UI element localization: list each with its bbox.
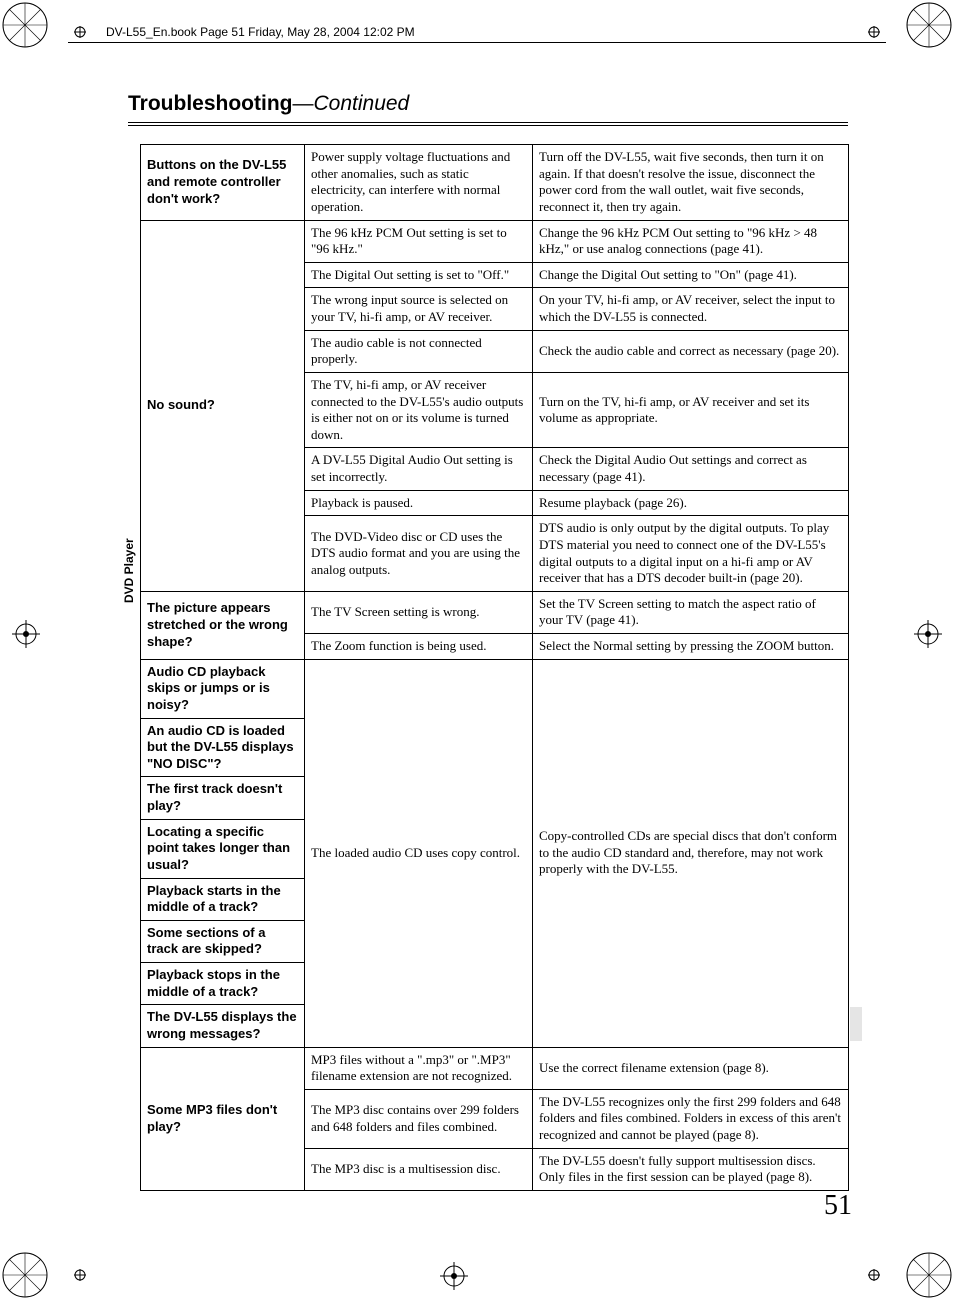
thumb-tab [850,1007,862,1041]
table-row: Some MP3 files don't play?MP3 files with… [141,1047,849,1089]
cause-cell: The Digital Out setting is set to "Off." [305,262,533,288]
page-number: 51 [824,1190,852,1222]
cause-cell: The DVD-Video disc or CD uses the DTS au… [305,516,533,592]
crop-mark-icon [904,0,954,50]
symptom-cell: No sound? [141,220,305,591]
cause-cell: The TV, hi-fi amp, or AV receiver connec… [305,372,533,448]
registration-mark-icon [74,25,86,37]
content-area: Troubleshooting—Continued Buttons on the… [128,92,848,1191]
registration-mark-icon [914,620,942,648]
remedy-cell: Resume playback (page 26). [533,490,849,516]
remedy-cell: Use the correct filename extension (page… [533,1047,849,1089]
registration-mark-icon [868,1268,880,1280]
page-title: Troubleshooting—Continued [128,92,848,122]
symptom-cell: An audio CD is loaded but the DV-L55 dis… [141,718,305,777]
manual-page: DV-L55_En.book Page 51 Friday, May 28, 2… [0,0,954,1300]
registration-mark-icon [440,1262,468,1290]
symptom-cell: The first track doesn't play? [141,777,305,819]
cause-cell: The TV Screen setting is wrong. [305,591,533,633]
symptom-cell: Some sections of a track are skipped? [141,920,305,962]
registration-mark-icon [74,1268,86,1280]
cause-cell: The wrong input source is selected on yo… [305,288,533,330]
crop-mark-icon [904,1250,954,1300]
remedy-cell: Set the TV Screen setting to match the a… [533,591,849,633]
cause-cell: MP3 files without a ".mp3" or ".MP3" fil… [305,1047,533,1089]
cause-cell: The Zoom function is being used. [305,634,533,660]
remedy-cell: Select the Normal setting by pressing th… [533,634,849,660]
title-main: Troubleshooting [128,92,292,115]
cause-cell: The MP3 disc is a multisession disc. [305,1148,533,1190]
symptom-cell: The DV-L55 displays the wrong messages? [141,1005,305,1047]
remedy-cell: Check the audio cable and correct as nec… [533,330,849,372]
table-row: Buttons on the DV-L55 and remote control… [141,145,849,221]
title-continued: Continued [313,92,409,115]
crop-mark-icon [0,0,50,50]
symptom-cell: Some MP3 files don't play? [141,1047,305,1190]
registration-mark-icon [868,25,880,37]
remedy-cell: On your TV, hi-fi amp, or AV receiver, s… [533,288,849,330]
symptom-cell: Playback starts in the middle of a track… [141,878,305,920]
crop-mark-icon [0,1250,50,1300]
table-row: The picture appears stretched or the wro… [141,591,849,633]
remedy-cell: The DV-L55 recognizes only the first 299… [533,1089,849,1148]
cause-cell: The 96 kHz PCM Out setting is set to "96… [305,220,533,262]
remedy-cell: Copy-controlled CDs are special discs th… [533,659,849,1047]
title-underline [128,122,848,126]
table-row: Audio CD playback skips or jumps or is n… [141,659,849,718]
title-separator: — [292,92,313,115]
remedy-cell: Change the Digital Out setting to "On" (… [533,262,849,288]
table-row: No sound?The 96 kHz PCM Out setting is s… [141,220,849,262]
cause-cell: The loaded audio CD uses copy control. [305,659,533,1047]
book-file-header: DV-L55_En.book Page 51 Friday, May 28, 2… [106,25,415,39]
cause-cell: Playback is paused. [305,490,533,516]
remedy-cell: Turn off the DV-L55, wait five seconds, … [533,145,849,221]
registration-mark-icon [12,620,40,648]
troubleshooting-table: Buttons on the DV-L55 and remote control… [140,144,849,1191]
symptom-cell: Playback stops in the middle of a track? [141,963,305,1005]
remedy-cell: The DV-L55 doesn't fully support multise… [533,1148,849,1190]
remedy-cell: DTS audio is only output by the digital … [533,516,849,592]
symptom-cell: The picture appears stretched or the wro… [141,591,305,659]
cause-cell: The MP3 disc contains over 299 folders a… [305,1089,533,1148]
header-rule [68,42,886,43]
cause-cell: The audio cable is not connected properl… [305,330,533,372]
symptom-cell: Buttons on the DV-L55 and remote control… [141,145,305,221]
cause-cell: A DV-L55 Digital Audio Out setting is se… [305,448,533,490]
symptom-cell: Audio CD playback skips or jumps or is n… [141,659,305,718]
cause-cell: Power supply voltage fluctuations and ot… [305,145,533,221]
remedy-cell: Check the Digital Audio Out settings and… [533,448,849,490]
symptom-cell: Locating a specific point takes longer t… [141,819,305,878]
remedy-cell: Change the 96 kHz PCM Out setting to "96… [533,220,849,262]
remedy-cell: Turn on the TV, hi-fi amp, or AV receive… [533,372,849,448]
